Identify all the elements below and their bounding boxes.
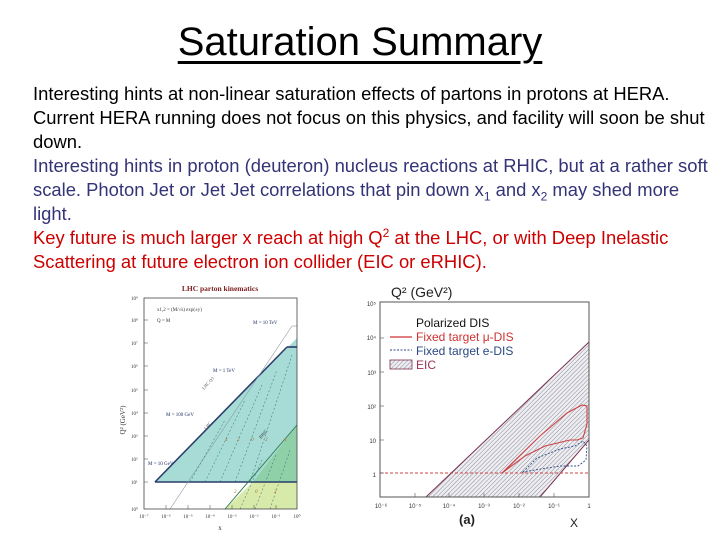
svg-text:10⁶: 10⁶ [131,364,138,370]
left-formula-1: x1,2 = (M/√s) exp(±y) [157,307,202,313]
svg-text:2: 2 [237,438,240,443]
rhic-text-1: Interesting hints in proton (deuteron) n… [33,155,708,200]
label-m-1tev: M = 1 TeV [213,369,235,374]
svg-text:10⁵: 10⁵ [367,301,377,308]
svg-text:0: 0 [251,438,254,443]
slide-body: Interesting hints at non-linear saturati… [33,82,713,274]
svg-text:10⁻²: 10⁻² [249,514,259,520]
svg-text:2: 2 [265,438,268,443]
polarized-dis-figure: Q² (GeV²) Polarized DIS Fixed target μ-D… [350,278,615,540]
future-text-1: Key future is much larger x reach at hig… [33,227,383,248]
svg-text:10⁸: 10⁸ [131,318,138,324]
legend-e-dis: Fixed target e-DIS [416,344,513,358]
svg-text:4: 4 [284,438,287,443]
right-y-ticks: 10⁵ 10⁴ 10³ 10² 10 1 [367,301,377,479]
subscript-1: 1 [483,189,491,204]
svg-text:10⁻⁵: 10⁻⁵ [409,503,422,510]
left-xlabel: x [218,524,222,532]
paragraph-hera: Interesting hints at non-linear saturati… [33,83,705,152]
svg-text:10⁰: 10⁰ [293,514,300,520]
svg-text:10³: 10³ [367,371,376,377]
rhic-text-2: and x [490,179,541,200]
legend-eic: EIC [416,358,436,372]
svg-text:10⁷: 10⁷ [131,341,138,347]
svg-text:10⁰: 10⁰ [131,507,138,513]
svg-text:10²: 10² [131,457,138,463]
paragraph-rhic: Interesting hints in proton (deuteron) n… [33,154,713,226]
svg-text:4: 4 [225,438,228,443]
svg-text:0: 0 [255,490,258,495]
svg-text:10⁻³: 10⁻³ [227,514,237,520]
svg-text:10⁻⁵: 10⁻⁵ [183,514,193,520]
svg-text:10⁻¹: 10⁻¹ [271,514,281,520]
svg-text:10⁻⁴: 10⁻⁴ [205,514,215,520]
svg-text:10⁻⁷: 10⁻⁷ [139,514,149,520]
label-rhic: RHIC [258,428,269,439]
right-xlabel: X [570,516,578,530]
svg-text:10²: 10² [367,405,376,411]
svg-text:10³: 10³ [131,434,138,440]
slide-title: Saturation Summary [177,20,543,64]
svg-text:10⁻⁶: 10⁻⁶ [161,514,171,520]
left-formula-2: Q = M [157,319,171,324]
rhic-text-3: may shed more light. [33,179,680,224]
svg-text:10¹: 10¹ [131,480,138,486]
legend-mu-dis: Fixed target μ-DIS [416,330,514,344]
label-m-10gev: M = 10 GeV [148,462,174,467]
svg-text:10⁻¹: 10⁻¹ [548,504,560,510]
svg-text:10⁹: 10⁹ [131,296,138,302]
svg-text:10⁻⁴: 10⁻⁴ [443,503,456,510]
right-ylabel: Q² (GeV²) [391,284,452,300]
paragraph-future: Key future is much larger x reach at hig… [33,226,713,274]
superscript-2: 2 [382,225,390,240]
svg-text:10⁴: 10⁴ [131,411,138,417]
legend-title: Polarized DIS [416,316,489,330]
right-x-ticks: 10⁻⁶ 10⁻⁵ 10⁻⁴ 10⁻³ 10⁻² 10⁻¹ 1 [375,503,591,510]
left-ylabel: Q² (GeV²) [119,405,127,435]
future-text-2: at the LHC, or with Deep Inelastic Scatt… [33,227,669,272]
label-m-10tev: M = 10 TeV [253,321,278,326]
svg-text:10⁵: 10⁵ [131,388,138,394]
svg-text:2: 2 [274,490,277,495]
rapidity-labels: 4 2 0 2 4 2 0 2 [225,438,287,495]
subscript-2: 2 [540,189,548,204]
svg-text:1: 1 [373,473,377,479]
left-fig-title: LHC parton kinematics [182,284,258,293]
lhc-kinematics-figure: LHC parton kinematics 10⁹ 10⁸ 10⁷ [115,280,315,540]
left-y-ticks: 10⁹ 10⁸ 10⁷ 10⁶ 10⁵ 10⁴ 10³ 10² 10¹ 10⁰ [131,296,138,513]
svg-text:10: 10 [369,439,376,445]
svg-text:1: 1 [587,504,591,510]
label-m-100gev: M = 100 GeV [166,413,194,418]
svg-text:10⁴: 10⁴ [367,335,377,342]
label-lhc: LHC [203,421,213,431]
legend-swatch-eic [389,359,413,370]
svg-text:10⁻⁶: 10⁻⁶ [375,503,388,510]
right-caption: (a) [459,512,475,527]
svg-text:2: 2 [234,490,237,495]
left-x-ticks: 10⁻⁷ 10⁻⁶ 10⁻⁵ 10⁻⁴ 10⁻³ 10⁻² 10⁻¹ 10⁰ [139,514,300,520]
svg-text:10⁻³: 10⁻³ [478,504,490,510]
svg-text:10⁻²: 10⁻² [513,504,525,510]
